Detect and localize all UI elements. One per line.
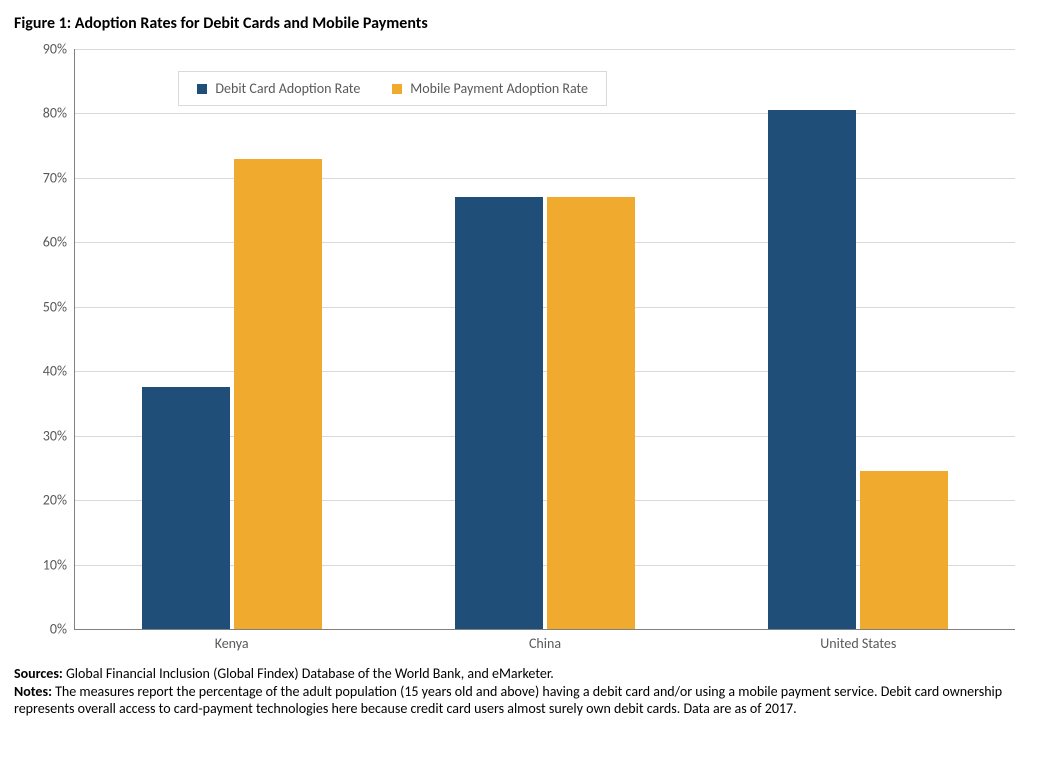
y-tick-label: 50% — [43, 298, 67, 315]
figure-footer: Sources: Global Financial Inclusion (Glo… — [14, 665, 1030, 718]
y-tick-label: 0% — [50, 621, 67, 638]
gridline — [75, 178, 1015, 179]
gridline — [75, 113, 1015, 114]
bar — [455, 197, 543, 629]
y-tick-label: 30% — [43, 427, 67, 444]
figure-title: Figure 1: Adoption Rates for Debit Cards… — [14, 14, 1032, 33]
bar — [234, 159, 322, 629]
chart: 0% 10% 20% 30% 40% 50% 60% 70% 80% 90% Kenya China U… — [14, 39, 1034, 659]
y-tick-label: 40% — [43, 363, 67, 380]
x-tick-label: China — [529, 635, 561, 652]
x-tick-label: Kenya — [215, 635, 249, 652]
legend-label: Mobile Payment Adoption Rate — [410, 80, 588, 97]
y-tick-label: 70% — [43, 169, 67, 186]
y-tick-label: 20% — [43, 492, 67, 509]
bar — [547, 197, 635, 629]
y-tick-label: 80% — [43, 105, 67, 122]
sources-line: Sources: Global Financial Inclusion (Glo… — [14, 665, 1030, 683]
legend-swatch — [197, 84, 207, 94]
y-tick-label: 60% — [43, 234, 67, 251]
legend-item: Mobile Payment Adoption Rate — [392, 80, 588, 97]
y-tick-label: 10% — [43, 556, 67, 573]
legend: Debit Card Adoption Rate Mobile Payment A… — [178, 71, 607, 106]
notes-text: The measures report the percentage of th… — [14, 683, 1002, 718]
bar — [142, 387, 230, 629]
gridline — [75, 371, 1015, 372]
legend-swatch — [392, 84, 402, 94]
legend-item: Debit Card Adoption Rate — [197, 80, 360, 97]
sources-label: Sources: — [14, 665, 63, 682]
figure-container: Figure 1: Adoption Rates for Debit Cards… — [0, 0, 1044, 758]
bar — [860, 471, 948, 629]
gridline — [75, 242, 1015, 243]
plot-area: 0%10%20%30%40%50%60%70%80%90%KenyaChinaU… — [74, 49, 1015, 630]
notes-line: Notes: The measures report the percentag… — [14, 683, 1030, 718]
y-tick-label: 90% — [43, 41, 67, 58]
sources-text: Global Financial Inclusion (Global Finde… — [63, 665, 554, 682]
bar — [768, 110, 856, 629]
gridline — [75, 49, 1015, 50]
notes-label: Notes: — [14, 683, 52, 700]
legend-label: Debit Card Adoption Rate — [215, 80, 360, 97]
x-tick-label: United States — [820, 635, 896, 652]
gridline — [75, 307, 1015, 308]
